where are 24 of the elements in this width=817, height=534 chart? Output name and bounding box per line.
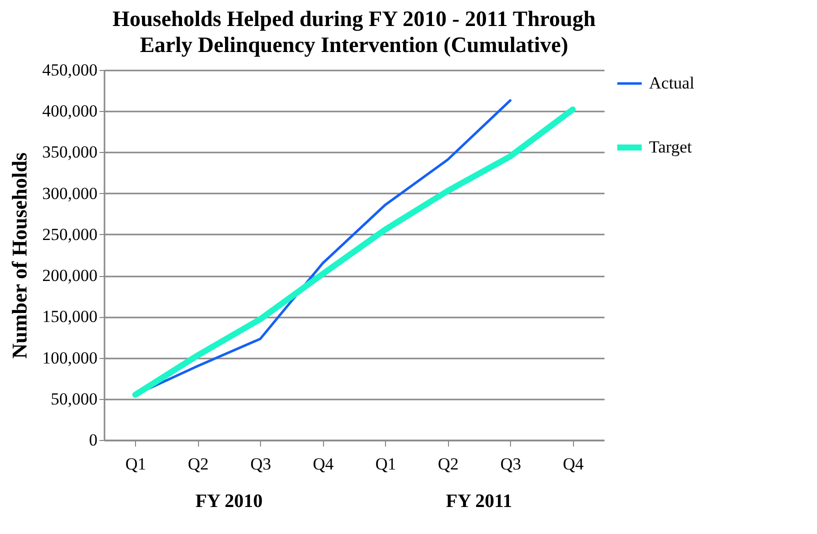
x-tick-label: Q3 (250, 454, 272, 474)
text: FY 2010 (195, 491, 263, 512)
x-tick-label: Q2 (438, 454, 459, 474)
y-tick-label: 400,000 (42, 102, 98, 121)
y-tick-label: 300,000 (42, 184, 98, 203)
x-tick-label: Q2 (188, 454, 209, 474)
y-tick-label: 350,000 (42, 142, 98, 162)
y-tick-label: 50,000 (50, 389, 98, 408)
y-tick-label: 150,000 (42, 307, 98, 326)
y-tick-label: 450,000 (42, 60, 98, 80)
y-tick-label: 200,000 (42, 266, 98, 286)
y-axis-title: Number of Households (7, 152, 32, 359)
x-tick-label: Q3 (500, 454, 522, 474)
text: FY 2011 (446, 491, 512, 512)
x-tick-label: Q4 (562, 454, 584, 474)
x-tick-label: Q4 (312, 454, 334, 474)
y-tick-label: 100,000 (42, 348, 98, 368)
y-tick-label: 250,000 (42, 224, 98, 244)
legend-label: Target (649, 138, 692, 156)
x-tick-label: Q1 (375, 454, 396, 474)
chart-title: Households Helped during FY 2010 - 2011 Through Early Delinquency Intervention (Cumulative) (112, 6, 596, 57)
x-tick-label: Q1 (125, 454, 146, 474)
legend-label: Actual (649, 74, 695, 92)
y-tick-label: 0 (89, 430, 98, 450)
